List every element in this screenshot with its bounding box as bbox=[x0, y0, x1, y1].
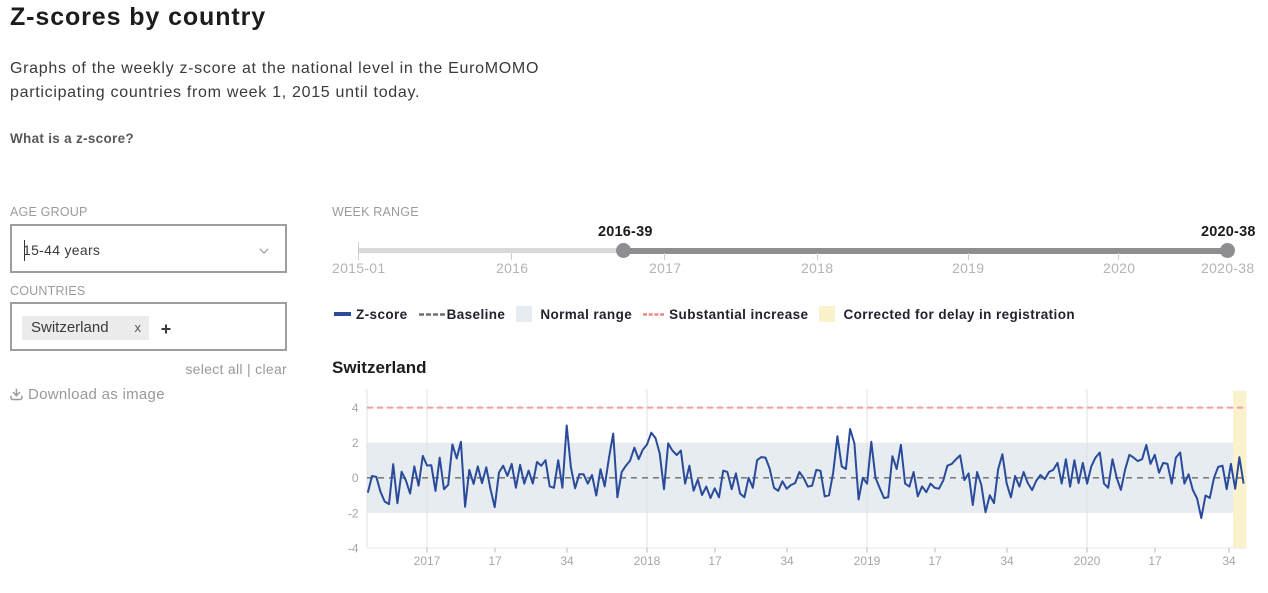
svg-text:2019: 2019 bbox=[854, 554, 881, 568]
svg-text:17: 17 bbox=[708, 554, 722, 568]
svg-text:34: 34 bbox=[560, 554, 574, 568]
svg-text:17: 17 bbox=[488, 554, 502, 568]
svg-text:2017: 2017 bbox=[414, 554, 441, 568]
svg-text:4: 4 bbox=[352, 401, 359, 415]
svg-text:2: 2 bbox=[352, 436, 359, 450]
svg-text:34: 34 bbox=[1222, 554, 1236, 568]
svg-text:17: 17 bbox=[928, 554, 942, 568]
svg-text:-2: -2 bbox=[348, 506, 359, 520]
svg-text:34: 34 bbox=[780, 554, 794, 568]
svg-text:17: 17 bbox=[1148, 554, 1162, 568]
svg-text:2018: 2018 bbox=[634, 554, 661, 568]
svg-text:2020: 2020 bbox=[1074, 554, 1101, 568]
svg-text:0: 0 bbox=[352, 471, 359, 485]
svg-text:34: 34 bbox=[1000, 554, 1014, 568]
svg-text:-4: -4 bbox=[348, 541, 359, 555]
